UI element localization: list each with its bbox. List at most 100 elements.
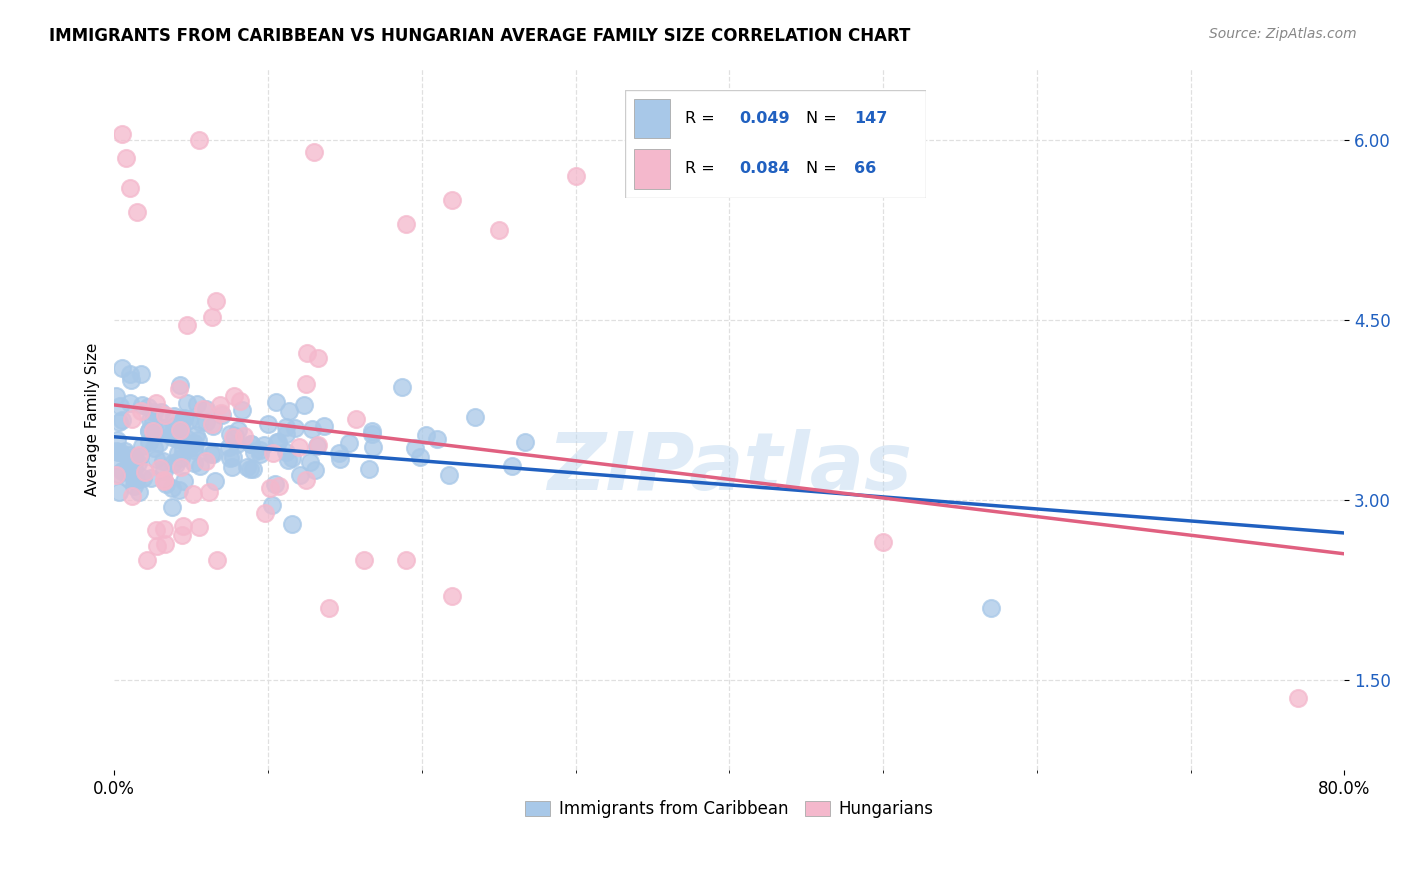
Point bbox=[299, 455, 322, 469]
Point bbox=[211, 408, 233, 422]
Point bbox=[194, 401, 217, 416]
Point bbox=[274, 420, 297, 434]
Point bbox=[564, 169, 586, 184]
Point bbox=[160, 500, 183, 515]
Point bbox=[205, 293, 228, 308]
Point bbox=[318, 601, 340, 615]
Point bbox=[218, 441, 240, 455]
Point bbox=[174, 432, 197, 446]
Point bbox=[488, 223, 510, 237]
Point bbox=[222, 450, 245, 465]
Point bbox=[167, 446, 190, 460]
Point bbox=[110, 445, 132, 459]
Point bbox=[295, 346, 318, 360]
Point bbox=[239, 437, 262, 451]
Point bbox=[441, 589, 464, 603]
Point bbox=[136, 553, 159, 567]
Point bbox=[115, 152, 138, 166]
Point bbox=[107, 445, 129, 459]
Point bbox=[191, 401, 214, 416]
Point bbox=[292, 398, 315, 412]
Point bbox=[122, 472, 145, 486]
Point bbox=[222, 430, 245, 444]
Point bbox=[186, 397, 208, 411]
Point bbox=[404, 442, 426, 456]
Point bbox=[121, 411, 143, 425]
Point bbox=[104, 454, 127, 468]
Point bbox=[302, 145, 325, 160]
Point bbox=[169, 423, 191, 437]
Point bbox=[127, 205, 149, 219]
Point bbox=[361, 424, 384, 438]
Point bbox=[208, 398, 231, 412]
Y-axis label: Average Family Size: Average Family Size bbox=[86, 343, 100, 496]
Point bbox=[353, 553, 375, 567]
Point bbox=[301, 422, 323, 436]
Point bbox=[170, 421, 193, 435]
Point bbox=[104, 389, 127, 403]
Point bbox=[254, 506, 277, 520]
Point bbox=[131, 439, 153, 453]
Point bbox=[122, 450, 145, 465]
Point bbox=[145, 395, 167, 409]
Point bbox=[359, 461, 381, 475]
Point bbox=[165, 457, 187, 471]
Point bbox=[204, 475, 226, 489]
Point bbox=[263, 477, 285, 491]
Point bbox=[150, 405, 173, 419]
Point bbox=[259, 481, 281, 495]
Point bbox=[219, 427, 242, 442]
Point bbox=[183, 436, 205, 450]
Point bbox=[170, 450, 193, 465]
Point bbox=[122, 462, 145, 476]
Point bbox=[267, 479, 290, 493]
Point bbox=[441, 194, 464, 208]
Point bbox=[131, 368, 153, 382]
Point bbox=[122, 450, 145, 464]
Point bbox=[163, 409, 186, 423]
Point bbox=[188, 520, 211, 534]
Point bbox=[104, 444, 127, 458]
Point bbox=[187, 133, 209, 147]
Point bbox=[287, 441, 309, 455]
Point bbox=[328, 445, 350, 459]
Point bbox=[426, 432, 449, 446]
Point bbox=[162, 456, 184, 470]
Point bbox=[224, 428, 246, 442]
Point bbox=[172, 519, 194, 533]
Point bbox=[143, 424, 166, 438]
Point bbox=[124, 473, 146, 487]
Point bbox=[266, 435, 288, 450]
Point bbox=[181, 487, 204, 501]
Point bbox=[274, 427, 297, 442]
Point bbox=[142, 424, 165, 438]
Point bbox=[198, 484, 221, 499]
Point bbox=[173, 475, 195, 489]
Point bbox=[187, 433, 209, 447]
Point bbox=[111, 128, 134, 142]
Point bbox=[138, 424, 160, 438]
Point bbox=[260, 498, 283, 512]
Point bbox=[337, 436, 360, 450]
Point bbox=[195, 415, 218, 429]
Point bbox=[201, 310, 224, 325]
Point bbox=[201, 447, 224, 461]
Point bbox=[110, 361, 132, 376]
Point bbox=[219, 451, 242, 466]
Point bbox=[188, 415, 211, 429]
Point bbox=[224, 389, 246, 403]
Point bbox=[167, 382, 190, 396]
Point bbox=[118, 181, 141, 195]
Legend: Immigrants from Caribbean, Hungarians: Immigrants from Caribbean, Hungarians bbox=[519, 794, 939, 825]
Point bbox=[155, 477, 177, 491]
Point bbox=[162, 426, 184, 441]
Point bbox=[150, 421, 173, 435]
Point bbox=[243, 445, 266, 459]
Point bbox=[118, 472, 141, 486]
Point bbox=[170, 460, 193, 475]
Point bbox=[501, 458, 523, 473]
Point bbox=[118, 455, 141, 469]
Point bbox=[121, 490, 143, 504]
Point bbox=[262, 445, 284, 459]
Point bbox=[177, 413, 200, 427]
